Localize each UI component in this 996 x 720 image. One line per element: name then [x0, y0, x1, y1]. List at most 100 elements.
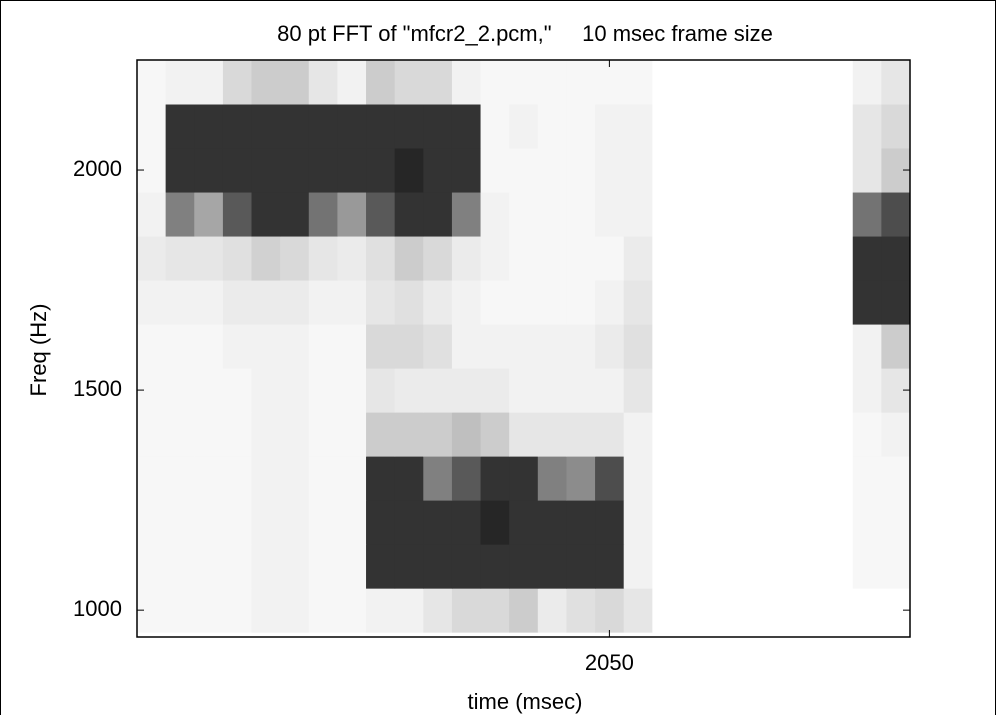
heatmap-cell	[824, 192, 854, 237]
heatmap-cell	[280, 280, 310, 325]
heatmap-cell	[222, 236, 253, 281]
heatmap-cell	[509, 500, 539, 545]
heatmap-cell	[308, 324, 338, 369]
heatmap-cell	[709, 544, 739, 589]
heatmap-cell	[194, 104, 224, 149]
plot-border	[136, 59, 911, 638]
heatmap-cell	[337, 588, 367, 633]
heatmap-cell	[738, 412, 768, 457]
heatmap-cell	[766, 324, 796, 369]
heatmap-cell	[652, 588, 682, 633]
heatmap-cell	[165, 148, 195, 193]
heatmap-cell	[795, 192, 825, 237]
heatmap-cell	[709, 456, 739, 501]
heatmap-cell	[824, 368, 854, 413]
heatmap-cell	[709, 500, 739, 545]
heatmap-cell	[881, 412, 910, 457]
heatmap-cell	[652, 456, 682, 501]
heatmap-cell	[480, 588, 510, 633]
heatmap-cell	[480, 324, 510, 369]
heatmap-cell	[394, 588, 424, 633]
heatmap-cell	[337, 104, 367, 149]
heatmap-cell	[337, 500, 367, 545]
heatmap-cell	[451, 236, 482, 281]
heatmap-cell	[680, 148, 711, 193]
heatmap-cell	[595, 588, 625, 633]
heatmap-cell	[366, 412, 396, 457]
heatmap-cell	[537, 324, 567, 369]
heatmap-cell	[222, 412, 253, 457]
heatmap-cell	[652, 236, 682, 281]
heatmap-cell	[824, 456, 854, 501]
heatmap-cell	[308, 412, 338, 457]
heatmap-cell	[394, 324, 424, 369]
heatmap-cell	[165, 236, 195, 281]
heatmap-cell	[881, 544, 910, 589]
heatmap-cell	[652, 280, 682, 325]
heatmap-cell	[394, 456, 424, 501]
heatmap-cell	[480, 368, 510, 413]
heatmap-cell	[165, 324, 195, 369]
heatmap-cell	[738, 104, 768, 149]
heatmap-cell	[308, 148, 338, 193]
heatmap-cell	[852, 368, 882, 413]
heatmap-cell	[337, 192, 367, 237]
heatmap-cell	[222, 544, 253, 589]
heatmap-cell	[852, 412, 882, 457]
heatmap-cell	[738, 500, 768, 545]
heatmap-cell	[165, 60, 195, 105]
heatmap-cell	[480, 500, 510, 545]
heatmap-cell	[509, 324, 539, 369]
heatmap-cell	[623, 412, 653, 457]
heatmap-cell	[766, 500, 796, 545]
heatmap-cell	[566, 280, 596, 325]
heatmap-cell	[595, 456, 625, 501]
heatmap-cell	[824, 324, 854, 369]
heatmap-cell	[680, 324, 711, 369]
heatmap-cell	[566, 544, 596, 589]
heatmap-cell	[509, 104, 539, 149]
heatmap-cell	[251, 588, 281, 633]
heatmap-cell	[566, 412, 596, 457]
heatmap-cell	[795, 588, 825, 633]
heatmap-cell	[652, 544, 682, 589]
heatmap-cell	[623, 280, 653, 325]
heatmap-cell	[394, 500, 424, 545]
heatmap-cell	[766, 280, 796, 325]
heatmap-cell	[165, 456, 195, 501]
heatmap-cell	[537, 104, 567, 149]
heatmap-cell	[566, 500, 596, 545]
heatmap-cell	[595, 412, 625, 457]
heatmap-cell	[165, 544, 195, 589]
heatmap-cell	[537, 544, 567, 589]
heatmap-cell	[394, 368, 424, 413]
heatmap-cell	[623, 324, 653, 369]
heatmap-cell	[280, 456, 310, 501]
heatmap-cell	[795, 60, 825, 105]
heatmap-cell	[423, 456, 453, 501]
heatmap-cell	[222, 456, 253, 501]
heatmap-cell	[881, 280, 910, 325]
heatmap-cell	[795, 280, 825, 325]
heatmap-cell	[480, 456, 510, 501]
heatmap-cell	[738, 324, 768, 369]
heatmap-cell	[280, 544, 310, 589]
heatmap-cell	[137, 456, 167, 501]
heatmap-cell	[595, 500, 625, 545]
heatmap-cell	[509, 192, 539, 237]
heatmap-cell	[509, 588, 539, 633]
heatmap-cell	[423, 148, 453, 193]
heatmap-cell	[251, 148, 281, 193]
heatmap-cell	[852, 544, 882, 589]
heatmap-cell	[738, 588, 768, 633]
heatmap-cell	[423, 412, 453, 457]
heatmap-cell	[337, 368, 367, 413]
heatmap-cell	[738, 280, 768, 325]
heatmap-cell	[251, 456, 281, 501]
heatmap-cell	[595, 60, 625, 105]
heatmap-cell	[881, 192, 910, 237]
heatmap-cell	[337, 148, 367, 193]
heatmap-cell	[680, 456, 711, 501]
heatmap-cell	[280, 236, 310, 281]
